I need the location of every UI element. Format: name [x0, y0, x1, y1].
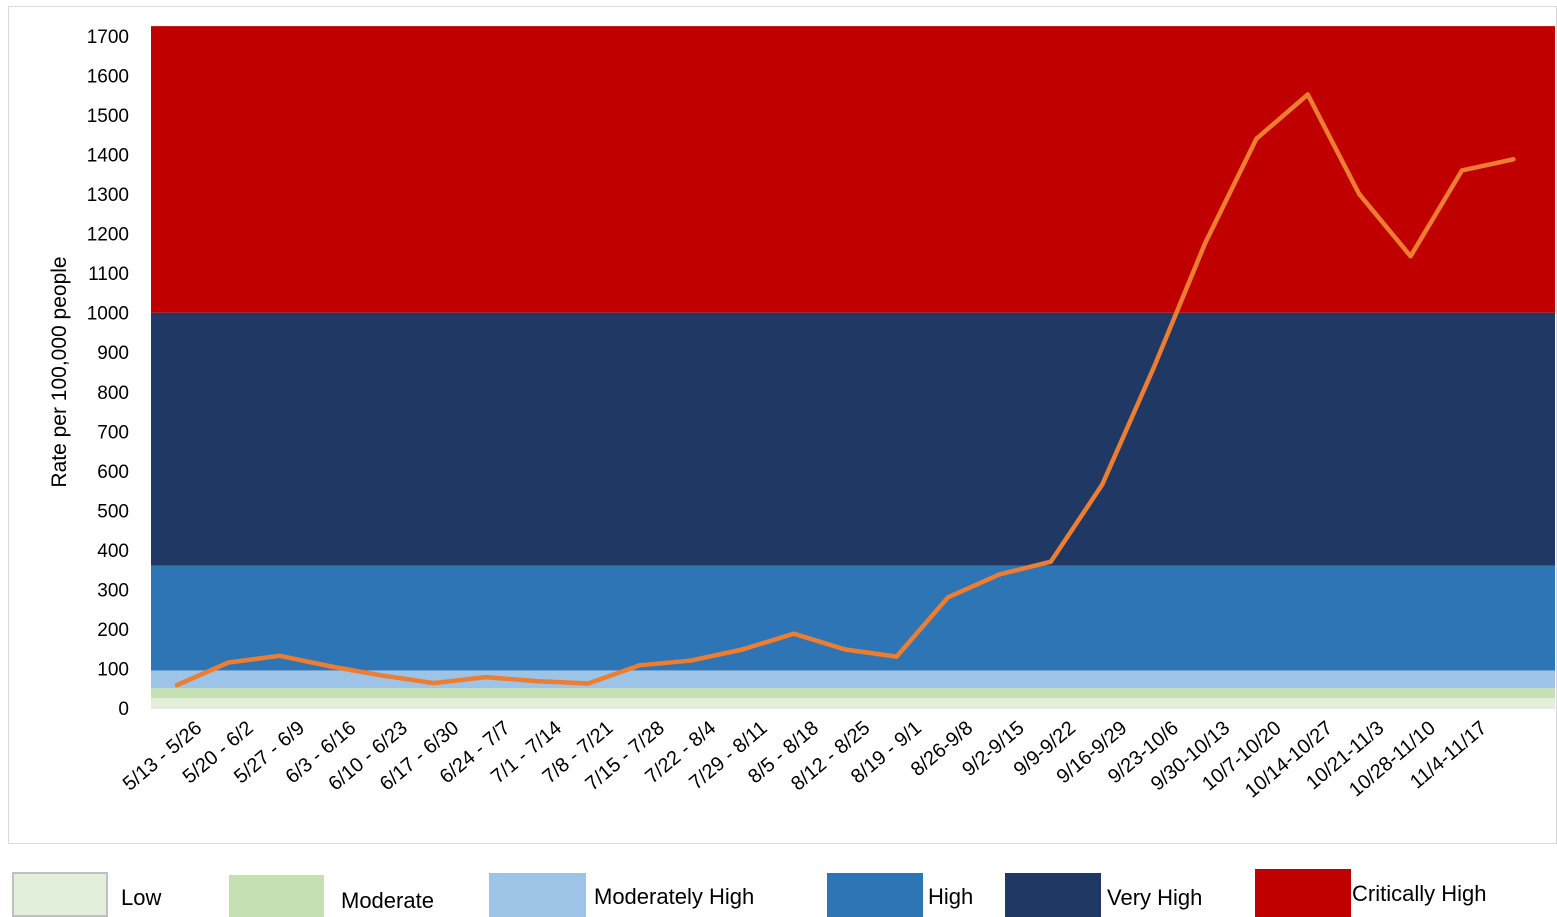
- data-point: [329, 664, 334, 669]
- legend-label: High: [928, 884, 974, 909]
- y-tick-label: 1300: [87, 185, 129, 206]
- y-tick-label: 1100: [88, 264, 129, 285]
- data-point: [586, 681, 591, 686]
- y-tick-label: 1400: [87, 146, 129, 167]
- y-tick-label: 800: [97, 383, 129, 404]
- data-point: [637, 663, 642, 668]
- y-tick-label: 300: [97, 580, 129, 601]
- data-point: [843, 647, 848, 652]
- y-tick-label: 700: [97, 422, 129, 443]
- risk-band-low: [151, 698, 1555, 708]
- data-point: [894, 654, 899, 659]
- data-point: [483, 674, 488, 680]
- y-tick-label: 1200: [87, 225, 129, 246]
- data-point: [1408, 253, 1413, 259]
- data-point: [791, 631, 796, 636]
- y-tick-label: 500: [97, 501, 129, 522]
- data-point: [688, 658, 694, 663]
- y-tick-label: 400: [97, 541, 129, 562]
- y-tick-label: 100: [97, 659, 129, 680]
- data-point: [174, 682, 180, 688]
- legend-swatch: [1005, 873, 1101, 917]
- risk-band-moderate: [151, 688, 1555, 699]
- legend-label: Moderate: [341, 888, 434, 913]
- data-point: [1459, 168, 1465, 173]
- data-point: [997, 572, 1002, 577]
- y-tick-label: 0: [118, 699, 129, 720]
- data-point: [1151, 365, 1156, 371]
- legend-swatch: [827, 873, 923, 917]
- risk-band-very-high: [151, 312, 1555, 566]
- y-tick-label: 900: [97, 343, 129, 364]
- data-point: [1100, 482, 1105, 487]
- legend-swatch: [1255, 869, 1351, 917]
- data-point: [1048, 559, 1054, 564]
- data-point: [277, 653, 282, 659]
- data-point: [226, 660, 231, 665]
- y-tick-label: 1500: [87, 106, 129, 127]
- legend-label: Low: [121, 885, 162, 910]
- data-point: [431, 680, 437, 686]
- legend-label: Moderately High: [594, 884, 755, 909]
- legend-swatch: [229, 875, 324, 917]
- y-tick-label: 200: [97, 620, 129, 641]
- data-point: [740, 647, 745, 652]
- legend-swatch: [489, 873, 586, 917]
- data-point: [1202, 241, 1208, 246]
- risk-band-high: [151, 565, 1555, 671]
- data-point: [380, 673, 385, 678]
- data-point: [1254, 136, 1259, 141]
- y-axis-label: Rate per 100,000 people: [48, 256, 71, 487]
- y-tick-label: 600: [97, 462, 129, 483]
- y-tick-label: 1700: [87, 27, 129, 48]
- legend-label: Very High: [1107, 885, 1203, 910]
- data-point: [534, 678, 539, 684]
- data-point: [945, 595, 951, 600]
- risk-band-critically-high: [151, 26, 1555, 313]
- data-point: [1511, 157, 1516, 162]
- data-point: [1357, 191, 1362, 197]
- legend-swatch: [12, 872, 108, 917]
- y-tick-label: 1000: [87, 304, 129, 325]
- y-tick-label: 1600: [87, 67, 129, 88]
- risk-band-moderately-high: [151, 670, 1555, 689]
- legend-label: Critically High: [1352, 881, 1487, 906]
- data-point: [1305, 92, 1311, 97]
